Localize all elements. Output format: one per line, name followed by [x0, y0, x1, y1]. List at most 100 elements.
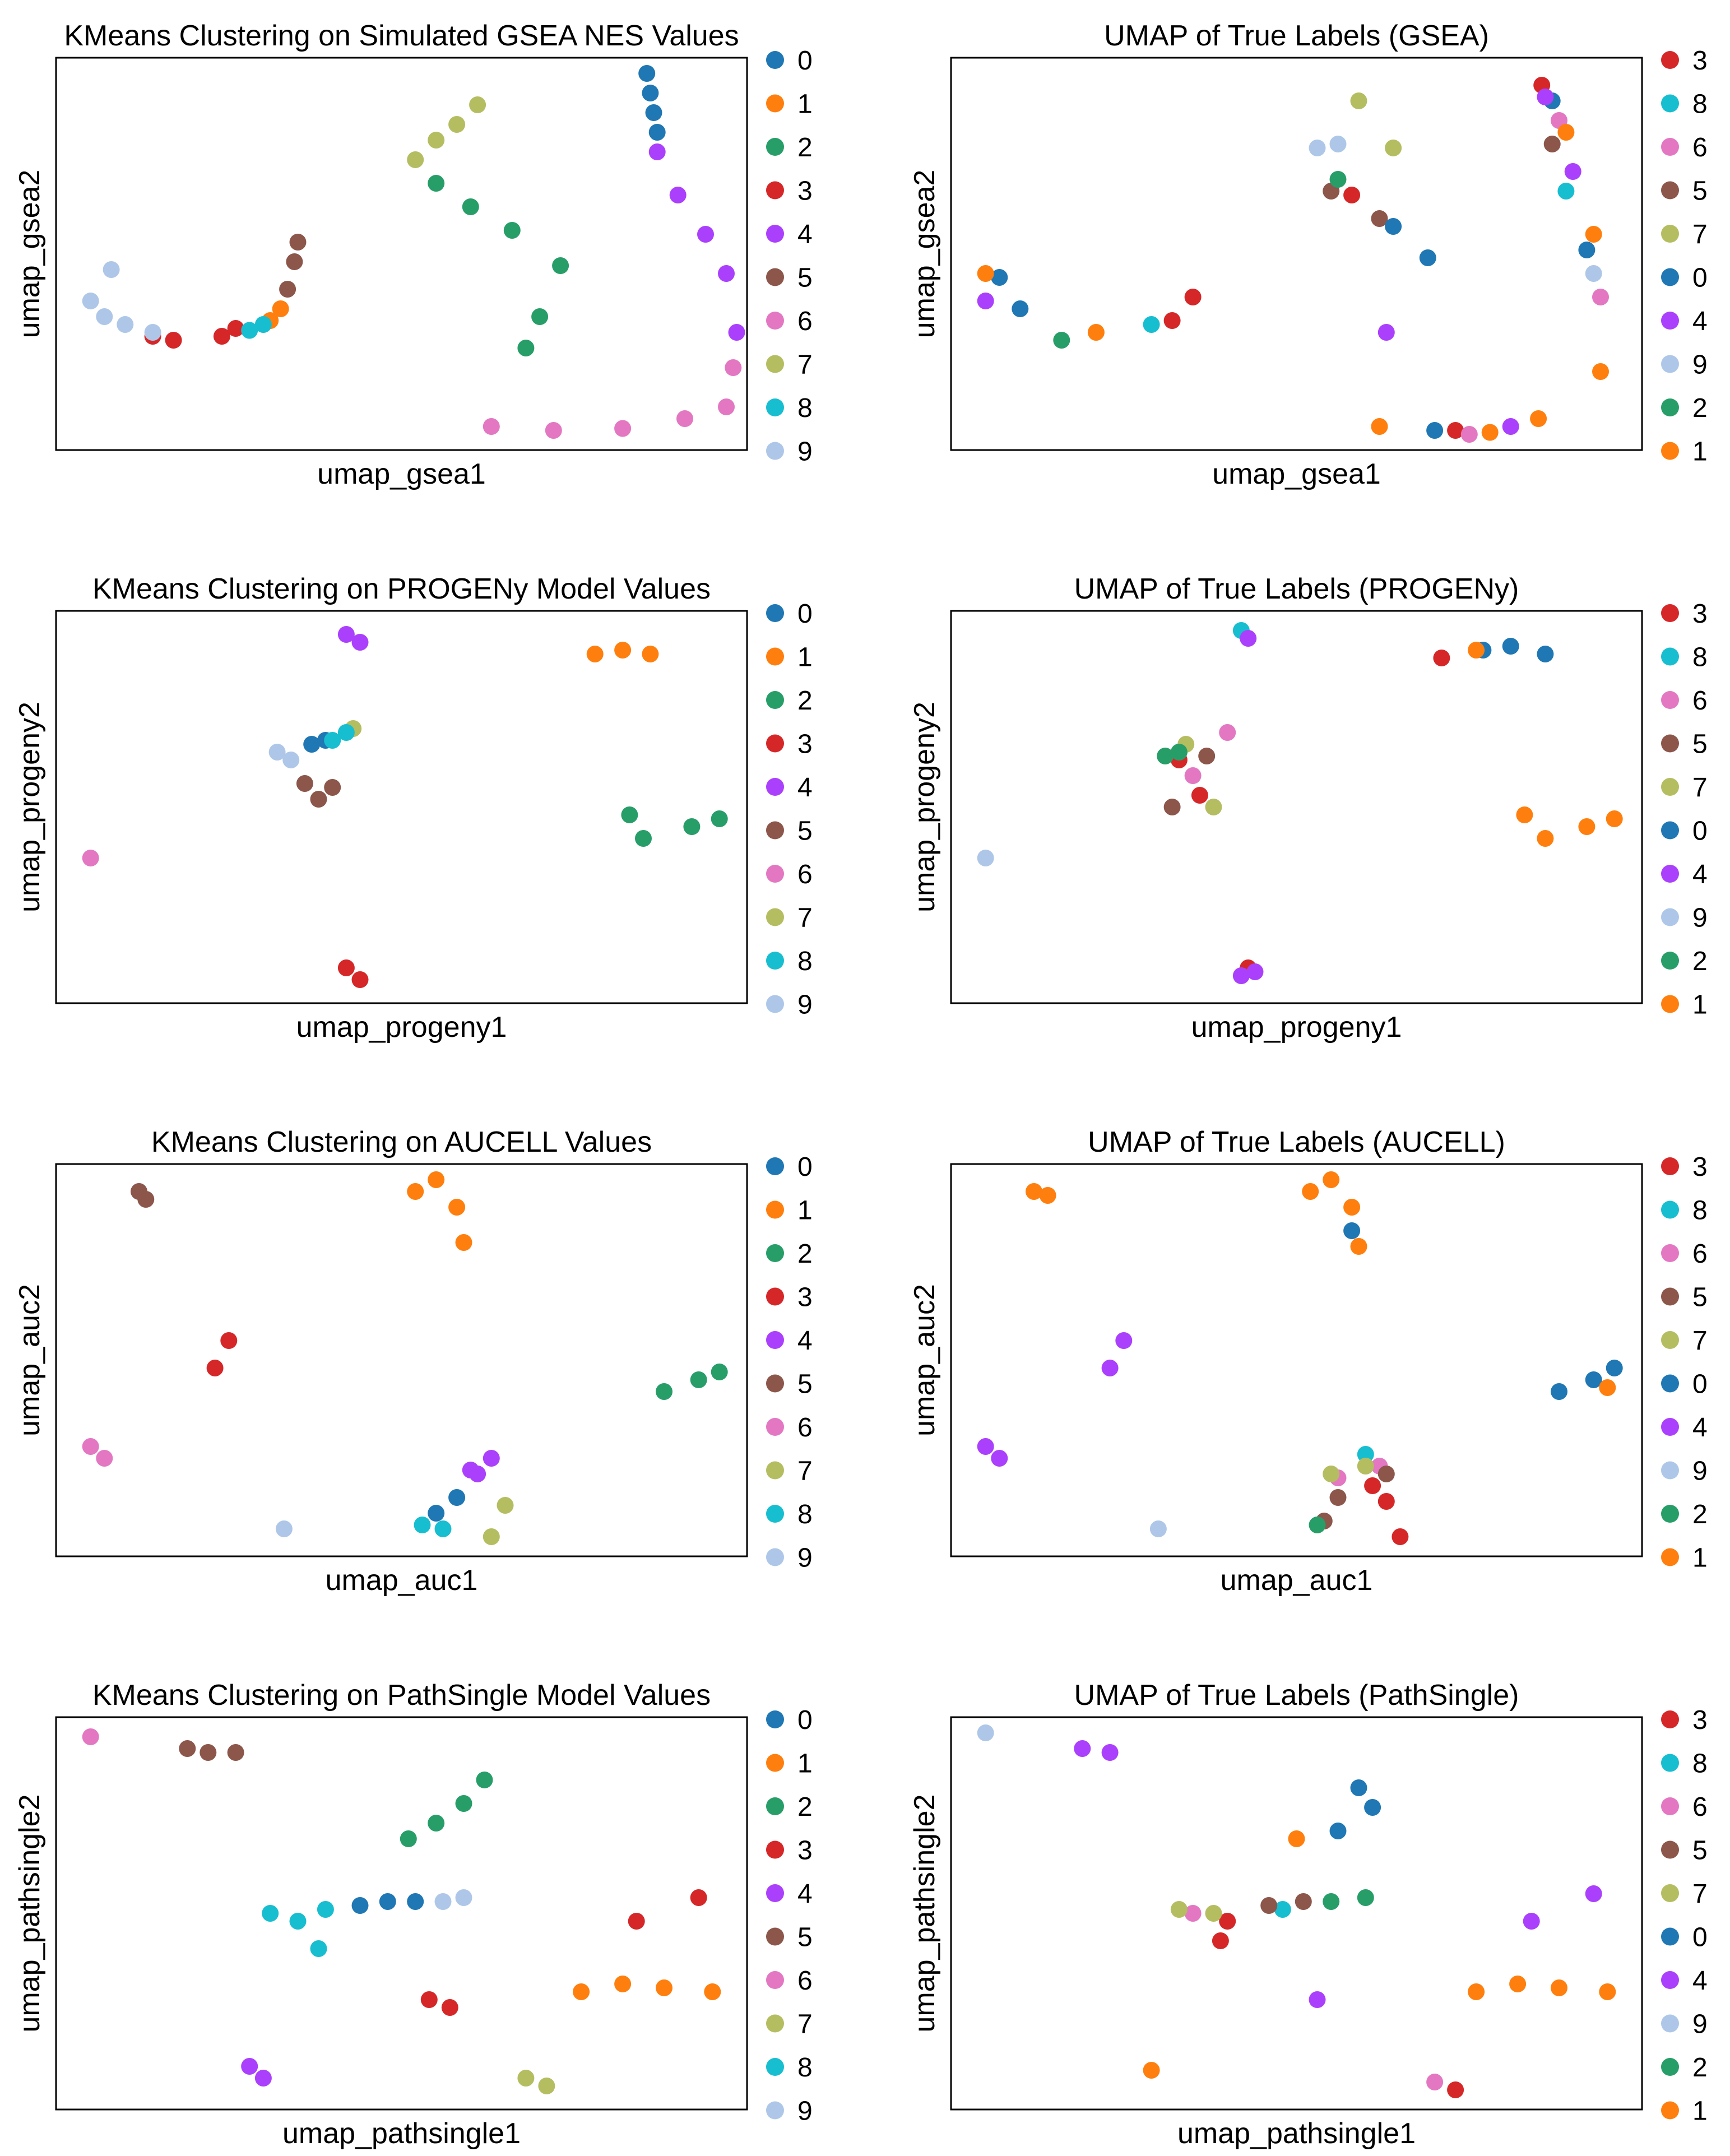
point-cluster-1	[1039, 1187, 1056, 1204]
point-cluster-5	[324, 779, 341, 796]
legend-label-0: 0	[1692, 1370, 1708, 1399]
point-cluster-2	[1329, 171, 1347, 188]
scatter-panel-6: UMAP of True Labels (AUCELL) umap_auc1 uma…	[908, 1126, 1708, 1597]
legend-marker-7	[1661, 1884, 1679, 1902]
scatter-panel-8: UMAP of True Labels (PathSingle) umap_pat…	[908, 1679, 1708, 2150]
point-cluster-3	[690, 1889, 707, 1906]
point-cluster-0	[1606, 1360, 1623, 1376]
legend-marker-2	[766, 1797, 784, 1815]
point-cluster-9	[282, 752, 300, 768]
legend-marker-5	[766, 821, 784, 840]
legend: 3 8 6 5 7 0 4 9 2 1	[1661, 1152, 1708, 1573]
legend-marker-4	[1661, 312, 1679, 330]
point-cluster-9	[268, 744, 286, 761]
point-cluster-6	[1592, 289, 1609, 305]
point-cluster-2	[1309, 1517, 1326, 1533]
x-axis-label: umap_gsea1	[1212, 458, 1381, 490]
plot-frame	[950, 1163, 1643, 1557]
point-cluster-7	[517, 2070, 535, 2087]
point-cluster-9	[434, 1893, 452, 1910]
point-cluster-0	[428, 1505, 445, 1522]
point-cluster-2	[503, 222, 521, 239]
legend-label-4: 4	[1692, 1413, 1708, 1443]
plot-title: UMAP of True Labels (PROGENy)	[1074, 573, 1519, 605]
legend-label-8: 8	[1692, 90, 1708, 119]
legend-label-9: 9	[797, 2097, 813, 2126]
legend-marker-7	[1661, 778, 1679, 796]
point-cluster-8	[434, 1520, 452, 1537]
legend-marker-9	[1661, 355, 1679, 373]
point-cluster-2	[428, 1815, 445, 1832]
point-cluster-8	[324, 732, 341, 749]
legend-marker-9	[1661, 2014, 1679, 2033]
x-axis-label: umap_pathsingle1	[282, 2117, 521, 2150]
legend-marker-0	[1661, 1374, 1679, 1393]
legend: 0 1 2 3 4 5 6 7 8 9	[766, 1705, 813, 2126]
point-cluster-4	[462, 1462, 479, 1478]
point-cluster-3	[1392, 1528, 1409, 1545]
point-cluster-5	[179, 1740, 196, 1757]
point-cluster-8	[254, 316, 272, 333]
point-cluster-2	[462, 198, 479, 215]
point-cluster-7	[1205, 799, 1222, 815]
plot-frame	[950, 57, 1643, 451]
point-cluster-8	[337, 724, 355, 741]
point-cluster-9	[1585, 265, 1602, 282]
point-cluster-0	[379, 1893, 396, 1910]
legend-marker-0	[766, 604, 784, 622]
points-group	[977, 1171, 1623, 1545]
x-axis-label: umap_auc1	[326, 1564, 478, 1597]
points-group	[82, 626, 728, 988]
point-cluster-1	[704, 1983, 721, 2000]
scatter-panel-2: UMAP of True Labels (GSEA) umap_gsea1 umap…	[908, 20, 1708, 490]
point-cluster-4	[1309, 1991, 1326, 2008]
point-cluster-4	[1537, 89, 1554, 105]
point-cluster-1	[428, 1171, 445, 1188]
legend-marker-6	[1661, 1244, 1679, 1262]
legend: 3 8 6 5 7 0 4 9 2 1	[1661, 1705, 1708, 2126]
legend-marker-4	[766, 1331, 784, 1349]
point-cluster-3	[337, 959, 355, 976]
legend-label-7: 7	[1692, 1326, 1708, 1356]
point-cluster-7	[483, 1528, 500, 1545]
legend-marker-3	[766, 734, 784, 753]
y-axis-label: umap_pathsingle2	[13, 1795, 46, 2033]
legend-label-8: 8	[797, 393, 813, 423]
legend-marker-6	[766, 1971, 784, 1989]
point-cluster-8	[241, 322, 258, 339]
plot-frame	[950, 610, 1643, 1004]
x-axis-label: umap_progeny1	[1191, 1011, 1402, 1044]
legend-marker-4	[766, 1884, 784, 1902]
point-cluster-7	[428, 132, 445, 149]
point-cluster-3	[1447, 2081, 1464, 2098]
point-cluster-3	[213, 328, 230, 345]
point-cluster-4	[483, 1450, 500, 1467]
legend-marker-2	[766, 138, 784, 156]
legend-label-6: 6	[797, 860, 813, 889]
point-cluster-3	[1219, 1913, 1236, 1930]
legend-marker-5	[1661, 1840, 1679, 1859]
point-cluster-6	[1184, 1905, 1202, 1922]
legend-label-1: 1	[1692, 437, 1708, 467]
legend-label-1: 1	[1692, 1543, 1708, 1573]
point-cluster-2	[1157, 748, 1174, 764]
point-cluster-8	[414, 1517, 431, 1533]
legend-marker-9	[766, 2101, 784, 2120]
legend-label-6: 6	[1692, 133, 1708, 163]
legend-marker-5	[1661, 181, 1679, 200]
legend-marker-3	[766, 1840, 784, 1859]
legend-marker-0	[766, 51, 784, 69]
point-cluster-9	[117, 316, 134, 333]
legend-label-4: 4	[797, 1879, 813, 1909]
point-cluster-0	[1537, 646, 1554, 662]
point-cluster-1	[1557, 124, 1575, 141]
legend-label-2: 2	[1692, 947, 1708, 976]
point-cluster-3	[1212, 1932, 1229, 1949]
point-cluster-5	[279, 281, 296, 298]
legend-label-5: 5	[797, 1370, 813, 1399]
legend-marker-2	[1661, 952, 1679, 970]
point-cluster-4	[728, 324, 745, 341]
legend-label-2: 2	[1692, 393, 1708, 423]
point-cluster-0	[638, 65, 656, 82]
